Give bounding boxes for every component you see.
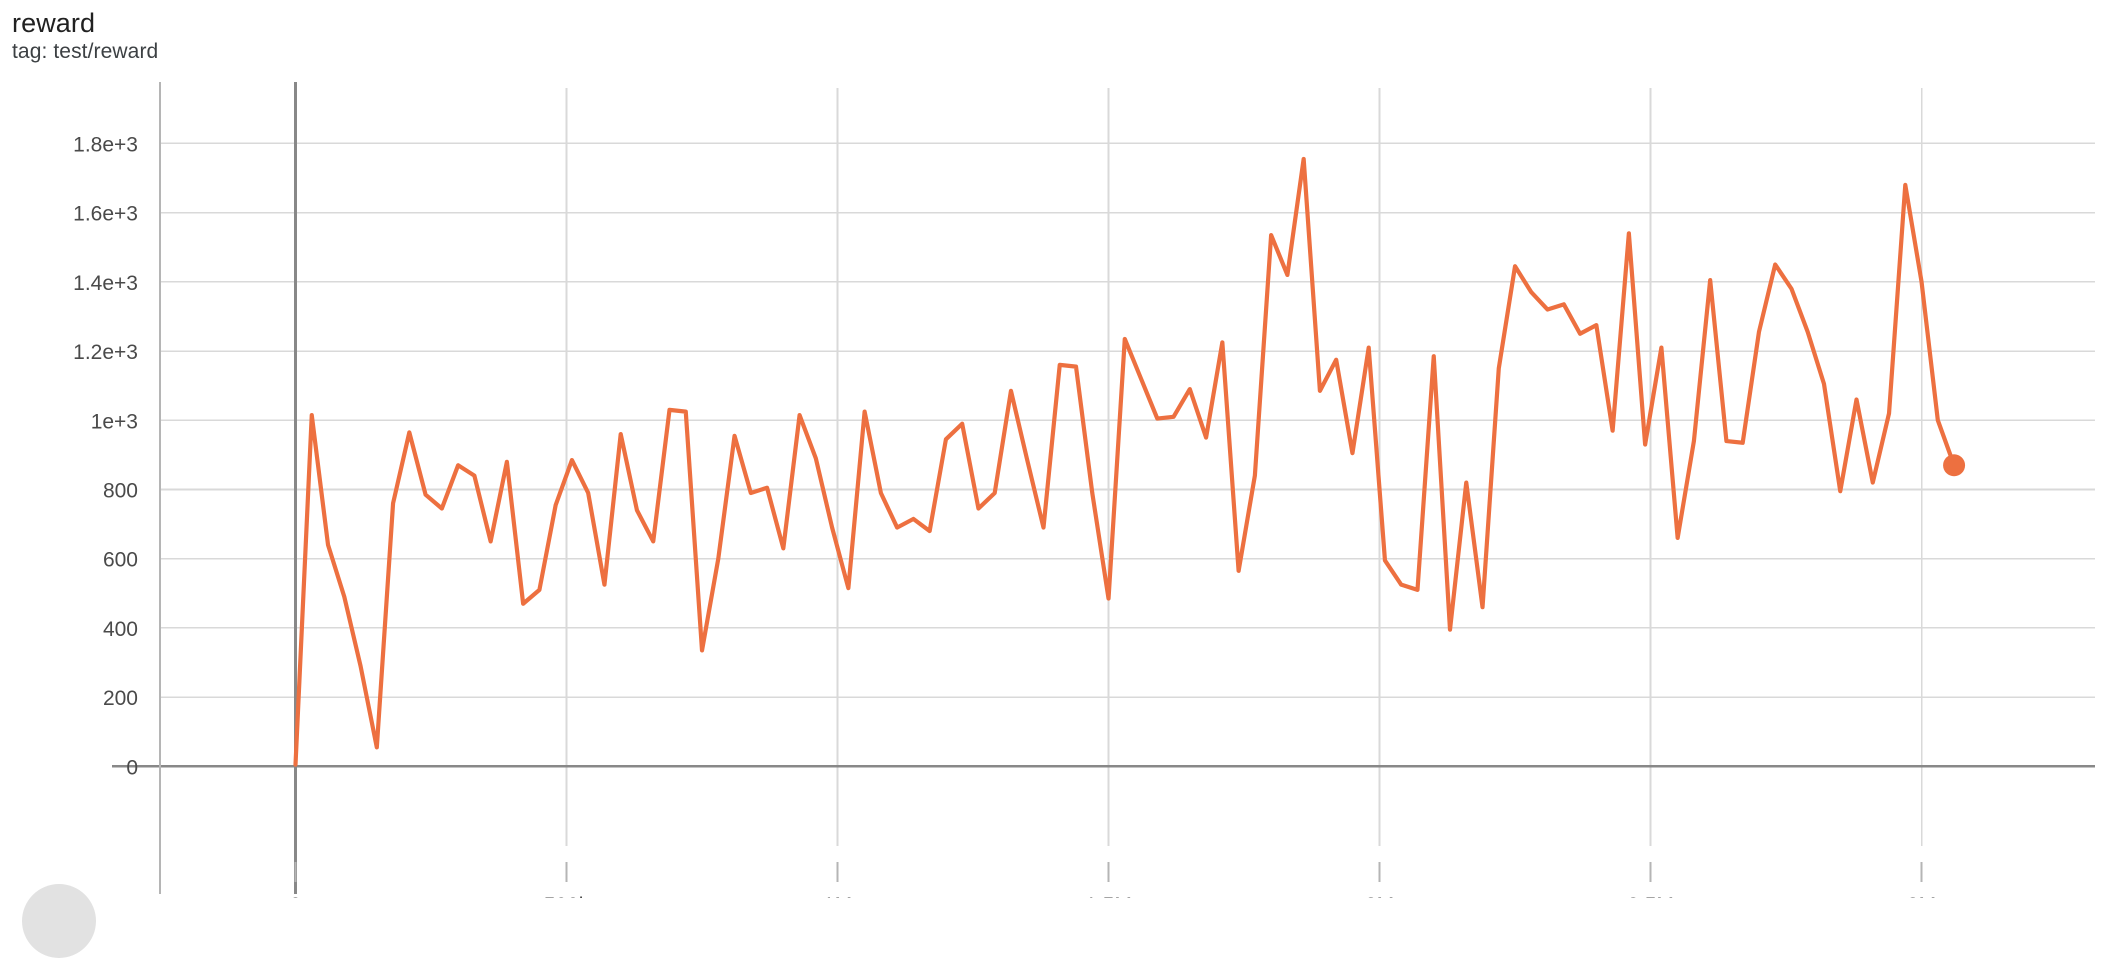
last-point-marker[interactable] [1943,454,1966,477]
series-group[interactable] [293,156,1957,767]
x-axis-tick-label: 0 [290,894,302,898]
y-axis-tick-label: 200 [103,687,138,710]
last-point-dot[interactable] [1943,454,1966,477]
axis-lines [112,82,2095,894]
tick-marks [294,862,1923,882]
chart-header: reward tag: test/reward [12,8,158,64]
y-axis-tick-label: 1.8e+3 [73,133,138,156]
x-axis-tick-label: 1M [823,894,852,898]
y-axis-tick-label: 1e+3 [91,410,138,433]
x-axis-labels: 0 500k 1M 1.5M 2M 2.5M 3M [290,894,1936,898]
gridlines [160,88,2095,846]
line-chart-svg[interactable]: 0 200 400 600 800 1e+3 1.2e+3 1.4e+3 1.6e+3 1.8e+… [0,0,2106,898]
y-axis-labels: 0 200 400 600 800 1e+3 1.2e+3 1.4e+3 1.6e+3 1.8e+… [73,133,138,779]
x-axis-tick-label: 3M [1907,894,1936,898]
page-title: reward [12,8,96,38]
plot-area[interactable]: 0 200 400 600 800 1e+3 1.2e+3 1.4e+3 1.6e+3 1.8e+… [0,0,2106,898]
y-axis-tick-label: 1.2e+3 [73,341,138,364]
x-axis-tick-label: 500k [544,894,590,898]
series-line-test-reward[interactable] [293,156,1957,767]
y-axis-tick-label: 1.6e+3 [73,203,138,226]
chart-tag-label: tag: test/reward [12,40,159,64]
y-axis-tick-label: 800 [103,479,138,502]
x-axis-tick-label: 2.5M [1627,894,1674,898]
x-axis-tick-label: 2M [1365,894,1394,898]
x-axis-tick-label: 1.5M [1085,894,1132,898]
y-axis-tick-label: 0 [126,756,138,779]
y-axis-tick-label: 400 [103,618,138,641]
y-axis-tick-label: 1.4e+3 [73,272,138,295]
y-axis-tick-label: 600 [103,549,138,572]
